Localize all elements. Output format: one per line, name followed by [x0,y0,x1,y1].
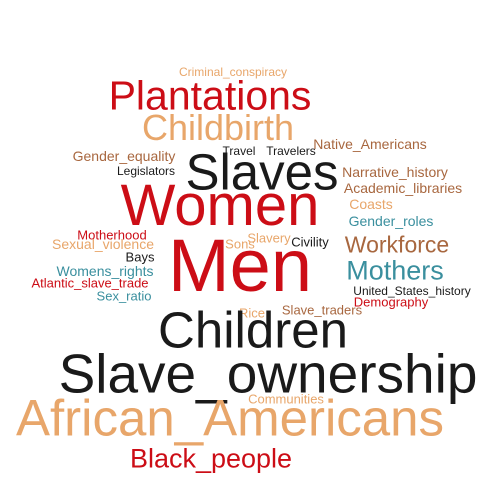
word-bays: Bays [125,249,155,265]
word-united-states-history: United_States_history [353,284,471,298]
word-mothers: Mothers [346,255,444,286]
word-workforce: Workforce [344,231,450,258]
word-communities: Communities [248,391,324,407]
word-slave-ownership: Slave_ownership [58,342,478,405]
word-travelers: Travelers [266,144,316,158]
word-childbirth: Childbirth [141,107,295,148]
word-sex-ratio: Sex_ratio [96,288,152,304]
word-gender-equality: Gender_equality [72,148,176,164]
word-men: Men [168,224,312,307]
word-coasts: Coasts [349,196,393,212]
word-african-americans: African_Americans [16,389,444,447]
word-demography: Demography [353,294,429,310]
word-slaves: Slaves [185,143,339,201]
word-narrative-history: Narrative_history [342,164,448,180]
word-native-americans: Native_Americans [313,136,427,152]
word-civility: Civility [291,234,329,250]
word-motherhood: Motherhood [77,227,147,243]
word-slavery: Slavery [247,230,291,246]
word-gender-roles: Gender_roles [348,213,434,229]
word-children: Children [158,301,348,359]
word-sons: Sons [225,236,255,252]
word-black-people: Black_people [129,443,293,474]
word-legislators: Legislators [116,164,176,178]
word-atlantic-slave-trade: Atlantic_slave_trade [31,275,149,291]
word-sexual-violence: Sexual_violence [52,236,154,252]
word-slave-traders: Slave_traders [281,302,363,318]
word-womens-rights: Womens_rights [56,263,154,279]
word-rice: Rice [238,305,266,321]
word-travel: Travel [222,144,256,158]
word-criminal-conspiracy: Criminal_conspiracy [178,65,288,79]
word-plantations: Plantations [108,72,312,119]
word-academic-libraries: Academic_libraries [343,180,463,196]
word-women: Women [120,173,320,238]
